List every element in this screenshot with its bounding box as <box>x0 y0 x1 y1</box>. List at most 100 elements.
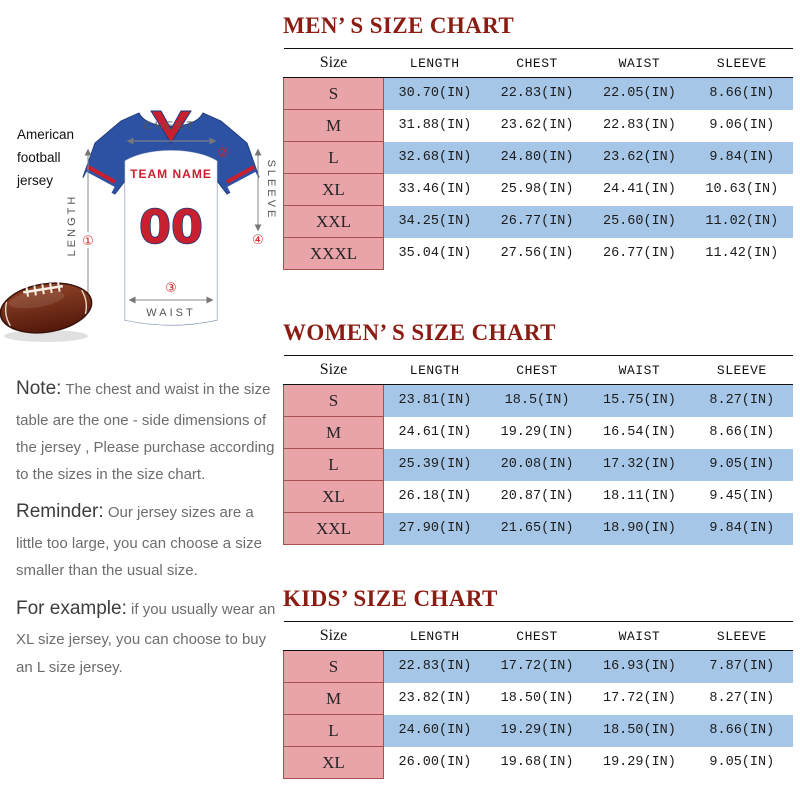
value-cell: 25.98(IN) <box>485 173 589 206</box>
value-cell: 8.27(IN) <box>690 384 793 417</box>
reminder-text: Our jersey sizes are a little too large,… <box>16 504 262 580</box>
size-cell: S <box>283 77 384 110</box>
value-cell: 17.32(IN) <box>588 448 691 481</box>
value-cell: 8.66(IN) <box>690 77 793 110</box>
value-cell: 20.08(IN) <box>485 448 589 481</box>
table-row: M 24.61(IN) 19.29(IN) 16.54(IN) 8.66(IN) <box>283 416 793 449</box>
mens-section-title: MEN’ S SIZE CHART <box>283 13 515 38</box>
column-header: CHEST <box>485 48 589 78</box>
size-cell: S <box>283 650 384 683</box>
value-cell: 17.72(IN) <box>485 650 589 683</box>
value-cell: 19.29(IN) <box>485 714 589 747</box>
column-header: Size <box>283 48 384 78</box>
value-cell: 23.81(IN) <box>383 384 486 417</box>
column-header: SLEEVE <box>690 48 793 78</box>
jersey-front-panel <box>124 150 218 326</box>
column-header: LENGTH <box>383 48 486 78</box>
value-cell: 25.60(IN) <box>588 205 691 238</box>
table-row: L 32.68(IN) 24.80(IN) 23.62(IN) 9.84(IN) <box>283 141 793 174</box>
kids-section-title: KIDS’ SIZE CHART <box>283 586 498 611</box>
sleeve-measure-label: SLEEVE <box>265 160 277 221</box>
size-cell: XL <box>283 480 384 513</box>
value-cell: 18.90(IN) <box>588 512 691 545</box>
chest-measure-label: CHEST <box>144 120 196 132</box>
value-cell: 16.93(IN) <box>588 650 691 683</box>
value-cell: 35.04(IN) <box>383 237 486 270</box>
reminder-paragraph: Reminder: Our jersey sizes are a little … <box>16 495 278 584</box>
womens-size-table: Size LENGTH CHEST WAIST SLEEVE S 23.81(IN) 18.5… <box>283 355 793 545</box>
value-cell: 9.45(IN) <box>690 480 793 513</box>
value-cell: 27.90(IN) <box>383 512 486 545</box>
left-cuff-trim <box>87 165 116 184</box>
value-cell: 18.50(IN) <box>588 714 691 747</box>
value-cell: 8.27(IN) <box>690 682 793 715</box>
table-row: L 24.60(IN) 19.29(IN) 18.50(IN) 8.66(IN) <box>283 714 793 747</box>
football-lace-stitch <box>49 282 53 294</box>
size-cell: L <box>283 714 384 747</box>
value-cell: 9.06(IN) <box>690 109 793 142</box>
value-cell: 31.88(IN) <box>383 109 486 142</box>
table-row: XL 26.18(IN) 20.87(IN) 18.11(IN) 9.45(IN) <box>283 480 793 513</box>
value-cell: 21.65(IN) <box>485 512 589 545</box>
column-header: WAIST <box>588 621 691 651</box>
size-cell: M <box>283 682 384 715</box>
column-header: SLEEVE <box>690 355 793 385</box>
value-cell: 9.84(IN) <box>690 512 793 545</box>
length-measure-label: LENGTH <box>66 194 78 257</box>
football-lace-stitch <box>25 286 29 297</box>
table-row: XXL 34.25(IN) 26.77(IN) 25.60(IN) 11.02(IN) <box>283 205 793 238</box>
value-cell: 25.39(IN) <box>383 448 486 481</box>
jersey-illustration: TEAM NAME 00 CHEST ② SLEEVE ④ LENGTH ① ③… <box>66 110 277 326</box>
value-cell: 10.63(IN) <box>690 173 793 206</box>
example-lead: For example: <box>16 597 127 619</box>
table-row: S 23.81(IN) 18.5(IN) 15.75(IN) 8.27(IN) <box>283 384 793 417</box>
header-row: Size LENGTH CHEST WAIST SLEEVE <box>283 48 793 78</box>
mens-size-section: MEN’ S SIZE CHART Size LENGTH CHEST WAIST SL… <box>283 0 798 270</box>
notes-block: Note: The chest and waist in the size ta… <box>16 372 278 688</box>
column-header: WAIST <box>588 48 691 78</box>
chest-marker: ② <box>217 146 229 161</box>
table-row: XL 33.46(IN) 25.98(IN) 24.41(IN) 10.63(IN) <box>283 173 793 206</box>
left-panel: American football jersey TEAM NAME 00 CH… <box>0 0 283 800</box>
value-cell: 23.62(IN) <box>485 109 589 142</box>
value-cell: 22.83(IN) <box>485 77 589 110</box>
table-row: XL 26.00(IN) 19.68(IN) 19.29(IN) 9.05(IN) <box>283 746 793 779</box>
value-cell: 23.82(IN) <box>383 682 486 715</box>
size-cell: M <box>283 109 384 142</box>
football-lace-stitch <box>57 281 61 292</box>
kids-size-table: Size LENGTH CHEST WAIST SLEEVE S 22.83(IN) 17.7… <box>283 621 793 779</box>
value-cell: 27.56(IN) <box>485 237 589 270</box>
football-highlight <box>8 290 65 309</box>
header-row: Size LENGTH CHEST WAIST SLEEVE <box>283 621 793 651</box>
table-row: M 23.82(IN) 18.50(IN) 17.72(IN) 8.27(IN) <box>283 682 793 715</box>
column-header: LENGTH <box>383 621 486 651</box>
reminder-lead: Reminder: <box>16 501 104 523</box>
football-body <box>0 282 93 334</box>
value-cell: 22.83(IN) <box>383 650 486 683</box>
value-cell: 19.29(IN) <box>588 746 691 779</box>
value-cell: 24.60(IN) <box>383 714 486 747</box>
size-cell: XXXL <box>283 237 384 270</box>
table-row: L 25.39(IN) 20.08(IN) 17.32(IN) 9.05(IN) <box>283 448 793 481</box>
value-cell: 22.83(IN) <box>588 109 691 142</box>
size-cell: L <box>283 448 384 481</box>
size-cell: XXL <box>283 512 384 545</box>
column-header: Size <box>283 621 384 651</box>
value-cell: 34.25(IN) <box>383 205 486 238</box>
length-marker: ① <box>82 234 94 249</box>
football-shadow <box>4 330 88 342</box>
right-cuff-stripe <box>227 171 259 194</box>
header-row: Size LENGTH CHEST WAIST SLEEVE <box>283 355 793 385</box>
value-cell: 26.77(IN) <box>588 237 691 270</box>
value-cell: 19.29(IN) <box>485 416 589 449</box>
value-cell: 18.11(IN) <box>588 480 691 513</box>
table-row: S 22.83(IN) 17.72(IN) 16.93(IN) 7.87(IN) <box>283 650 793 683</box>
column-header: CHEST <box>485 621 589 651</box>
jersey-team-name: TEAM NAME <box>130 167 212 181</box>
value-cell: 26.00(IN) <box>383 746 486 779</box>
value-cell: 22.05(IN) <box>588 77 691 110</box>
length-marker-backing <box>80 232 96 248</box>
size-cell: XL <box>283 746 384 779</box>
football-seam-left <box>4 301 11 327</box>
jersey-number: 00 <box>139 200 203 254</box>
